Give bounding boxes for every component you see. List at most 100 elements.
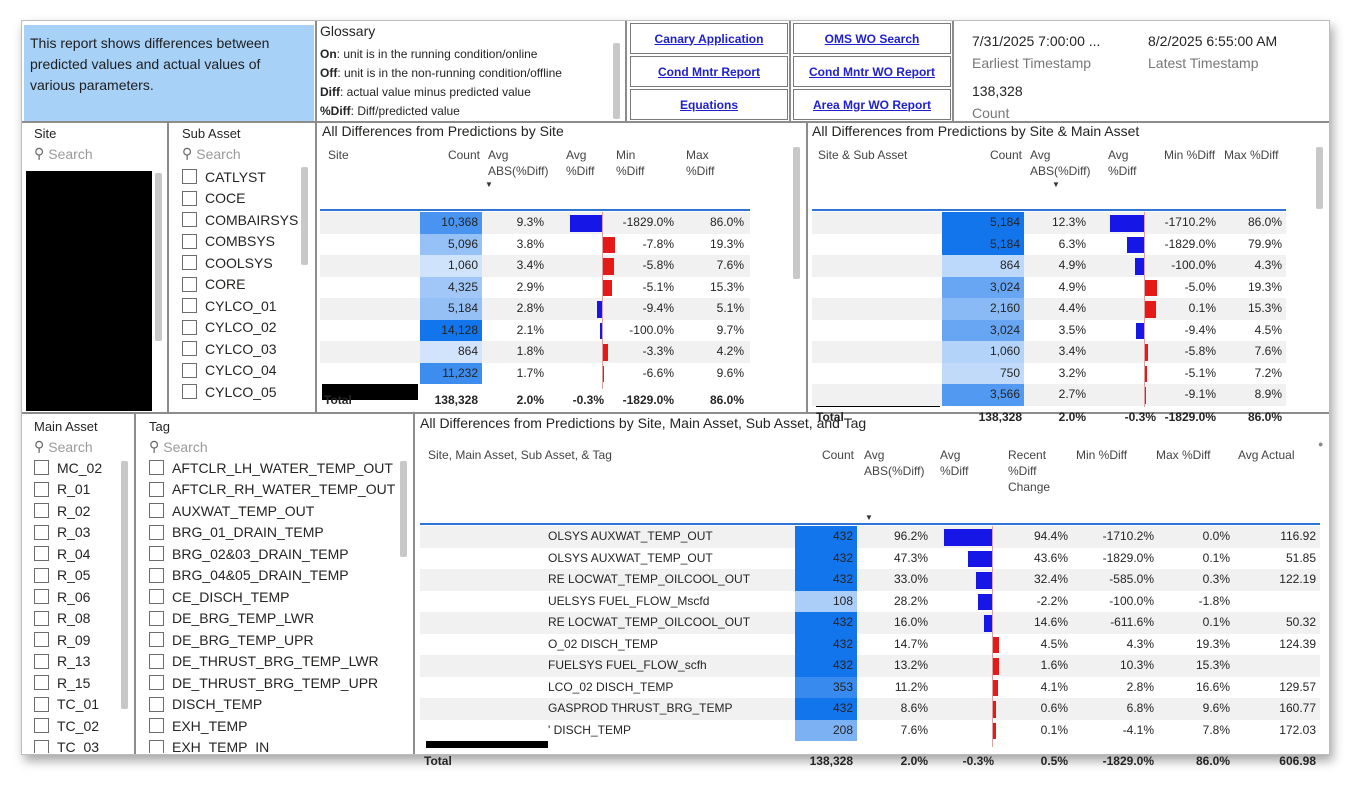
slicer-item[interactable]: R_15	[34, 672, 132, 694]
table-row[interactable]	[812, 233, 1286, 255]
slicer-item[interactable]: R_09	[34, 629, 132, 651]
checkbox[interactable]	[182, 276, 197, 292]
checkbox[interactable]	[182, 384, 197, 400]
checkbox[interactable]	[149, 739, 164, 753]
table-row[interactable]	[812, 276, 1286, 298]
checkbox[interactable]	[34, 481, 49, 497]
slicer-item[interactable]: CYLCO_05	[182, 381, 312, 403]
slicer-item[interactable]: MC_02	[34, 457, 132, 479]
column-header[interactable]: Site	[328, 148, 349, 162]
slicer-item[interactable]: CATLYST	[182, 166, 312, 188]
column-header[interactable]: Min %Diff	[1076, 448, 1128, 462]
checkbox[interactable]	[149, 524, 164, 540]
site-search[interactable]: ⚲ Search	[34, 145, 93, 162]
slicer-item[interactable]: AFTCLR_LH_WATER_TEMP_OUT	[149, 457, 411, 479]
slicer-item[interactable]: R_13	[34, 651, 132, 673]
table-row[interactable]	[812, 362, 1286, 384]
column-header[interactable]: Max %Diff	[686, 148, 715, 178]
table-row[interactable]	[420, 719, 1320, 741]
slicer-item[interactable]: R_05	[34, 565, 132, 587]
glossary-scrollbar[interactable]	[613, 43, 620, 119]
checkbox[interactable]	[34, 567, 49, 583]
link-cond-mntr-report[interactable]: Cond Mntr Report	[630, 56, 788, 87]
tag-search[interactable]: ⚲ Search	[149, 438, 208, 455]
checkbox[interactable]	[149, 632, 164, 648]
more-options-icon[interactable]: ●	[1318, 439, 1324, 449]
slicer-item[interactable]: CYLCO_04	[182, 360, 312, 382]
checkbox[interactable]	[182, 255, 197, 271]
link-cond-mntr-wo-report[interactable]: Cond Mntr WO Report	[793, 56, 951, 87]
site-asset-table-scrollbar[interactable]	[1316, 147, 1323, 209]
column-header[interactable]: Site, Main Asset, Sub Asset, & Tag	[428, 448, 612, 462]
main-asset-scrollbar[interactable]	[121, 461, 128, 709]
checkbox[interactable]	[34, 503, 49, 519]
sort-arrow-icon[interactable]: ▼	[485, 180, 493, 189]
table-row[interactable]	[812, 212, 1286, 234]
slicer-item[interactable]: AUXWAT_TEMP_OUT	[149, 500, 411, 522]
slicer-item[interactable]: COMBAIRSYS	[182, 209, 312, 231]
slicer-item[interactable]: CYLCO_02	[182, 317, 312, 339]
slicer-item[interactable]: CYLCO_01	[182, 295, 312, 317]
checkbox[interactable]	[149, 675, 164, 691]
slicer-item[interactable]: CORE	[182, 274, 312, 296]
column-header[interactable]: Site & Sub Asset	[818, 148, 908, 162]
slicer-item[interactable]: R_03	[34, 522, 132, 544]
sub-asset-search[interactable]: ⚲ Search	[182, 145, 241, 162]
column-header[interactable]: Avg %Diff	[940, 448, 969, 478]
table-row[interactable]	[420, 612, 1320, 634]
link-canary-application[interactable]: Canary Application	[630, 23, 788, 54]
column-header[interactable]: Avg %Diff	[566, 148, 595, 178]
checkbox[interactable]	[34, 696, 49, 712]
checkbox[interactable]	[34, 460, 49, 476]
column-header[interactable]: Avg ABS(%Diff)	[1030, 148, 1091, 178]
column-header[interactable]: Recent %Diff Change	[1008, 448, 1051, 494]
slicer-item[interactable]: DE_THRUST_BRG_TEMP_UPR	[149, 672, 411, 694]
slicer-item[interactable]: CE_DISCH_TEMP	[149, 586, 411, 608]
checkbox[interactable]	[182, 233, 197, 249]
main-asset-search[interactable]: ⚲ Search	[34, 438, 93, 455]
slicer-item[interactable]: COCE	[182, 188, 312, 210]
checkbox[interactable]	[34, 718, 49, 734]
checkbox[interactable]	[149, 589, 164, 605]
checkbox[interactable]	[149, 503, 164, 519]
link-oms-wo-search[interactable]: OMS WO Search	[793, 23, 951, 54]
sort-arrow-icon[interactable]: ▼	[865, 513, 873, 522]
slicer-item[interactable]: DE_THRUST_BRG_TEMP_LWR	[149, 651, 411, 673]
slicer-item[interactable]: DE_BRG_TEMP_LWR	[149, 608, 411, 630]
table-row[interactable]	[812, 319, 1286, 341]
checkbox[interactable]	[149, 567, 164, 583]
table-row[interactable]	[812, 298, 1286, 320]
link-equations[interactable]: Equations	[630, 89, 788, 120]
column-header[interactable]: Avg %Diff	[1108, 148, 1137, 178]
checkbox[interactable]	[149, 460, 164, 476]
checkbox[interactable]	[149, 546, 164, 562]
checkbox[interactable]	[149, 481, 164, 497]
table-row[interactable]	[812, 384, 1286, 406]
checkbox[interactable]	[182, 190, 197, 206]
slicer-item[interactable]: R_08	[34, 608, 132, 630]
checkbox[interactable]	[182, 212, 197, 228]
table-row[interactable]	[420, 633, 1320, 655]
checkbox[interactable]	[34, 610, 49, 626]
column-header[interactable]: Count	[821, 448, 854, 462]
table-row[interactable]	[812, 341, 1286, 363]
slicer-item[interactable]: R_01	[34, 479, 132, 501]
checkbox[interactable]	[182, 169, 197, 185]
checkbox[interactable]	[34, 632, 49, 648]
checkbox[interactable]	[34, 589, 49, 605]
slicer-item[interactable]: DISCH_TEMP	[149, 694, 411, 716]
table-row[interactable]	[420, 526, 1320, 548]
table-row[interactable]	[420, 698, 1320, 720]
table-row[interactable]	[812, 255, 1286, 277]
checkbox[interactable]	[34, 653, 49, 669]
slicer-item[interactable]: BRG_01_DRAIN_TEMP	[149, 522, 411, 544]
slicer-item[interactable]: R_02	[34, 500, 132, 522]
checkbox[interactable]	[182, 319, 197, 335]
column-header[interactable]: Avg ABS(%Diff)	[488, 148, 549, 178]
table-row[interactable]	[420, 590, 1320, 612]
slicer-item[interactable]: EXH_TEMP	[149, 715, 411, 737]
checkbox[interactable]	[149, 718, 164, 734]
checkbox[interactable]	[149, 696, 164, 712]
slicer-item[interactable]: R_06	[34, 586, 132, 608]
tag-scrollbar[interactable]	[400, 461, 407, 557]
